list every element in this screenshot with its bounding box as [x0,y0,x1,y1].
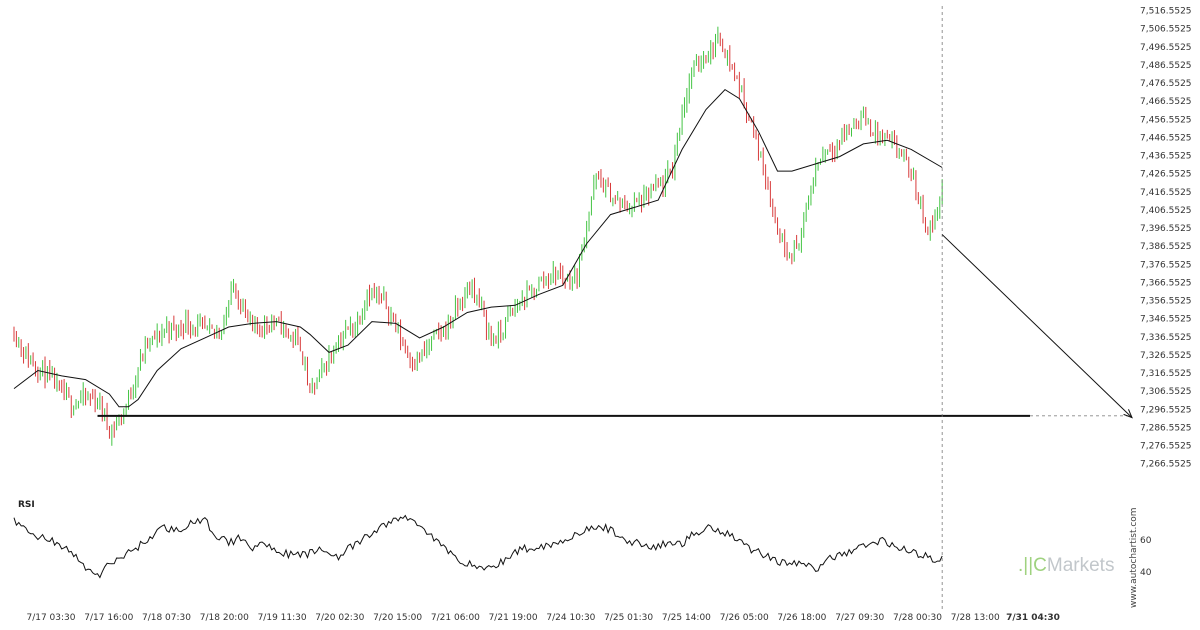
y-tick-label: 7,436.5525 [1140,152,1192,162]
y-tick-label: 7,406.5525 [1140,206,1192,216]
y-tick-label: 7,276.5525 [1140,442,1192,452]
y-tick-label: 7,426.5525 [1140,170,1192,180]
y-tick-label: 7,306.5525 [1140,387,1192,397]
x-tick-label: 7/19 11:30 [258,613,307,623]
y-tick-label: 7,286.5525 [1140,424,1192,434]
moving-average-line [13,88,943,408]
x-tick-label: 7/28 00:30 [893,613,942,623]
y-tick-label: 7,336.5525 [1140,333,1192,343]
x-tick-label: 7/21 06:00 [431,613,480,623]
y-tick-label: 7,356.5525 [1140,297,1192,307]
y-tick-label: 7,496.5525 [1140,43,1192,53]
watermark-prefix: .||C [1018,555,1047,576]
y-tick-label: 7,516.5525 [1140,7,1192,17]
candlesticks [13,26,943,446]
rsi-label: RSI [18,500,35,510]
y-tick-label: 7,386.5525 [1140,242,1192,252]
watermark-name: Markets [1047,555,1115,576]
y-tick-label: 7,466.5525 [1140,97,1192,107]
autochartist-credit: www.autochartist.com [1129,507,1139,608]
x-tick-label: 7/31 04:30 [1006,613,1060,623]
x-tick-label: 7/24 10:30 [546,613,595,623]
x-tick-label: 7/17 16:00 [84,613,133,623]
watermark-logo: .||CMarkets [1018,555,1114,576]
y-tick-label: 7,346.5525 [1140,315,1192,325]
x-tick-label: 7/26 05:00 [720,613,769,623]
y-tick-label: 7,296.5525 [1140,405,1192,415]
svg-text:.||CMarkets: .||CMarkets [1018,555,1114,576]
x-axis-ticks: 7/17 03:30 7/17 16:00 7/18 07:30 7/18 20:00… [26,613,1059,623]
y-tick-label: 7,416.5525 [1140,188,1192,198]
y-tick-label: 7,366.5525 [1140,279,1192,289]
x-tick-label: 7/28 13:00 [951,613,1000,623]
y-tick-label: 7,456.5525 [1140,115,1192,125]
x-tick-label: 7/21 19:00 [489,613,538,623]
rsi-tick-label: 40 [1140,568,1152,578]
y-tick-label: 7,486.5525 [1140,61,1192,71]
y-tick-label: 7,476.5525 [1140,79,1192,89]
y-tick-label: 7,266.5525 [1140,460,1192,470]
y-tick-label: 7,446.5525 [1140,134,1192,144]
x-tick-label: 7/20 15:00 [373,613,422,623]
x-tick-label: 7/25 01:30 [604,613,653,623]
y-tick-label: 7,326.5525 [1140,351,1192,361]
projection-arrow [941,234,1133,418]
x-tick-label: 7/26 18:00 [777,613,826,623]
y-axis-ticks: 7,516.5525 7,506.5525 7,496.5525 7,486.5525… [1140,7,1192,470]
x-tick-label: 7/25 14:00 [662,613,711,623]
x-tick-label: 7/20 02:30 [315,613,364,623]
y-tick-label: 7,396.5525 [1140,224,1192,234]
y-tick-label: 7,376.5525 [1140,260,1192,270]
y-tick-label: 7,316.5525 [1140,369,1192,379]
projection-arrowhead [1123,409,1133,419]
x-tick-label: 7/18 20:00 [200,613,249,623]
rsi-axis-ticks: 60 40 [1140,536,1152,578]
rsi-line [13,514,943,579]
x-tick-label: 7/17 03:30 [26,613,75,623]
y-tick-label: 7,506.5525 [1140,25,1192,35]
x-tick-label: 7/27 09:30 [835,613,884,623]
rsi-tick-label: 60 [1140,536,1152,546]
x-tick-label: 7/18 07:30 [142,613,191,623]
